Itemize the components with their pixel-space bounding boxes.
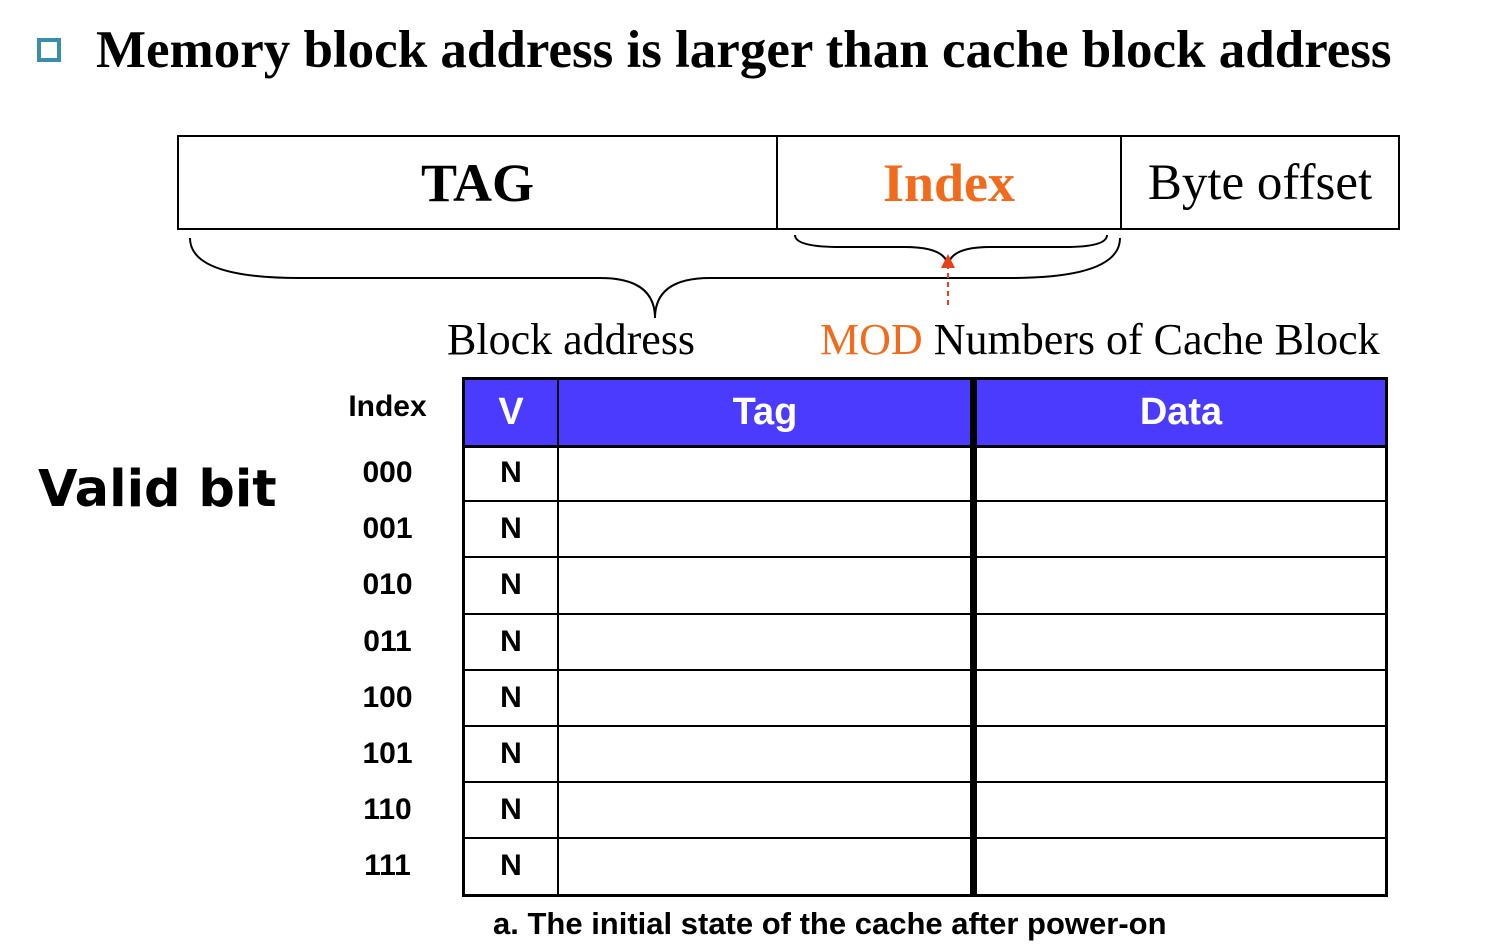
table-row-divider: [465, 725, 1385, 727]
table-row-divider: [465, 500, 1385, 503]
index-value: 010: [362, 568, 413, 602]
mod-label: MOD Numbers of Cache Block: [820, 315, 1380, 365]
valid-bit-value: N: [500, 680, 522, 714]
column-divider-v: [557, 380, 559, 894]
valid-bit-value: N: [500, 456, 522, 489]
table-row-divider: [465, 556, 1385, 559]
column-header-v: V: [498, 391, 524, 433]
column-header-tag: Tag: [732, 391, 798, 433]
valid-bit-value: N: [500, 568, 522, 602]
valid-bit-value: N: [500, 849, 522, 883]
index-value: 111: [364, 849, 411, 883]
valid-bit-value: N: [500, 793, 522, 827]
square-bullet-icon: [37, 38, 61, 62]
mod-word: MOD: [820, 315, 923, 364]
slide-title: Memory block address is larger than cach…: [96, 21, 1392, 79]
table-row-divider: [465, 612, 1385, 615]
index-value: 001: [362, 512, 413, 546]
table-row-divider: [465, 837, 1385, 840]
index-value: 101: [362, 737, 413, 770]
figure-caption: a. The initial state of the cache after …: [493, 906, 1167, 941]
mod-arrow-head: [941, 254, 955, 268]
table-header-row: V Tag Data: [465, 380, 1385, 448]
table-row-divider: [465, 668, 1385, 671]
column-header-data: Data: [1139, 391, 1223, 433]
index-value: 110: [363, 793, 412, 827]
block-address-brace: [189, 237, 1121, 319]
valid-bit-value: N: [500, 737, 522, 770]
tag-field: TAG: [177, 135, 778, 230]
index-value: 011: [363, 624, 412, 658]
valid-bit-label: Valid bit: [38, 460, 277, 519]
valid-bit-value: N: [500, 624, 522, 658]
block-address-label: Block address: [447, 315, 696, 364]
valid-bit-value: N: [500, 512, 522, 546]
index-field: Index: [776, 135, 1122, 230]
byte-offset-field: Byte offset: [1120, 135, 1400, 230]
table-row-divider: [465, 781, 1385, 784]
index-value: 000: [362, 456, 413, 489]
index-column-header: Index: [348, 390, 427, 423]
column-divider-tag: [970, 380, 977, 894]
index-value: 100: [362, 680, 413, 714]
mod-description: Numbers of Cache Block: [922, 315, 1380, 364]
